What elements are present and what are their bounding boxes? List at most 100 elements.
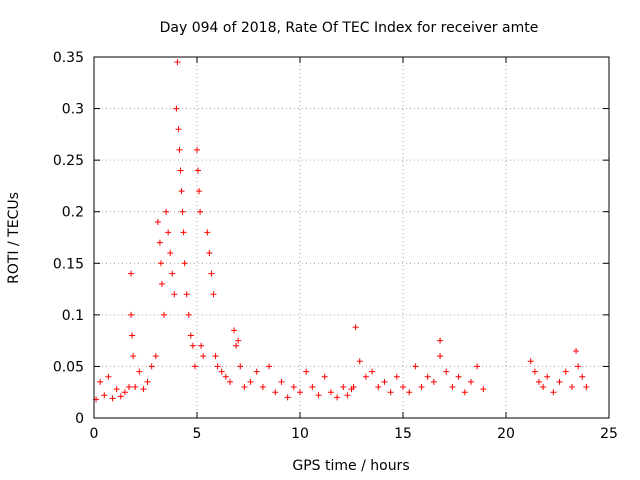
data-point bbox=[198, 342, 205, 349]
data-point bbox=[206, 249, 213, 256]
data-point bbox=[97, 378, 104, 385]
data-point bbox=[218, 368, 225, 375]
data-point bbox=[157, 260, 164, 267]
data-point bbox=[340, 384, 347, 391]
data-point bbox=[253, 368, 260, 375]
data-point bbox=[241, 384, 248, 391]
data-point bbox=[480, 386, 487, 393]
data-point bbox=[148, 363, 155, 370]
data-point bbox=[130, 353, 137, 360]
x-tick-label: 0 bbox=[90, 426, 99, 442]
data-point bbox=[105, 373, 112, 380]
y-axis-label: ROTI / TECUs bbox=[6, 192, 22, 284]
data-point bbox=[140, 386, 147, 393]
data-point bbox=[235, 337, 242, 344]
y-tick-label: 0.05 bbox=[53, 359, 84, 375]
data-point bbox=[204, 229, 211, 236]
y-tick-label: 0.25 bbox=[53, 153, 84, 169]
data-point bbox=[152, 353, 159, 360]
data-point bbox=[187, 332, 194, 339]
data-point bbox=[109, 395, 116, 402]
data-point bbox=[189, 342, 196, 349]
data-point bbox=[128, 311, 135, 318]
grid-lines bbox=[94, 57, 609, 418]
data-point bbox=[437, 353, 444, 360]
plot-frame bbox=[93, 56, 610, 419]
x-tick-label: 15 bbox=[394, 426, 412, 442]
data-point bbox=[156, 239, 163, 246]
data-point bbox=[362, 373, 369, 380]
data-point bbox=[573, 347, 580, 354]
data-point bbox=[247, 378, 254, 385]
data-point bbox=[210, 291, 217, 298]
data-point bbox=[237, 363, 244, 370]
data-point bbox=[575, 363, 582, 370]
data-point bbox=[231, 327, 238, 334]
data-point bbox=[226, 378, 233, 385]
data-point bbox=[544, 373, 551, 380]
data-point bbox=[290, 384, 297, 391]
data-point bbox=[430, 378, 437, 385]
data-point bbox=[531, 368, 538, 375]
data-point bbox=[418, 384, 425, 391]
data-points bbox=[93, 59, 590, 403]
data-point bbox=[181, 260, 188, 267]
data-point bbox=[315, 392, 322, 399]
data-point bbox=[222, 373, 229, 380]
data-point bbox=[113, 386, 120, 393]
data-point bbox=[194, 146, 200, 153]
data-point bbox=[369, 368, 376, 375]
data-point bbox=[208, 270, 215, 277]
data-point bbox=[121, 389, 128, 396]
axis-ticks bbox=[93, 56, 610, 419]
data-point bbox=[212, 353, 219, 360]
data-point bbox=[200, 353, 207, 360]
data-point bbox=[175, 126, 182, 133]
data-point bbox=[185, 311, 192, 318]
data-point bbox=[309, 384, 316, 391]
y-tick-label: 0.1 bbox=[62, 308, 84, 324]
data-point bbox=[327, 389, 334, 396]
chart-title: Day 094 of 2018, Rate Of TEC Index for r… bbox=[160, 20, 539, 36]
data-point bbox=[461, 389, 468, 396]
data-point bbox=[161, 311, 168, 318]
x-tick-labels: 0 5 10 15 20 25 bbox=[90, 426, 618, 442]
data-point bbox=[128, 270, 135, 277]
data-point bbox=[449, 384, 456, 391]
data-point bbox=[437, 337, 444, 344]
data-point bbox=[412, 363, 419, 370]
y-tick-labels: 0 0.05 0.1 0.15 0.2 0.25 0.3 0.35 bbox=[53, 50, 84, 427]
data-point bbox=[174, 59, 181, 66]
data-point bbox=[126, 384, 133, 391]
data-point bbox=[334, 394, 341, 401]
data-point bbox=[178, 188, 185, 195]
data-point bbox=[259, 384, 266, 391]
data-point bbox=[527, 358, 534, 365]
data-point bbox=[233, 342, 240, 349]
data-point bbox=[284, 394, 291, 401]
data-point bbox=[180, 229, 187, 236]
data-point bbox=[266, 363, 273, 370]
data-point bbox=[568, 384, 575, 391]
data-point bbox=[381, 378, 388, 385]
data-point bbox=[443, 368, 450, 375]
data-point bbox=[550, 389, 557, 396]
data-point bbox=[406, 389, 413, 396]
y-tick-label: 0.2 bbox=[62, 205, 84, 221]
data-point bbox=[467, 378, 474, 385]
x-tick-label: 20 bbox=[497, 426, 515, 442]
data-point bbox=[117, 393, 124, 400]
data-point bbox=[132, 384, 139, 391]
data-point bbox=[297, 389, 303, 396]
data-point bbox=[196, 188, 203, 195]
data-point bbox=[197, 208, 204, 215]
data-point bbox=[154, 219, 161, 226]
x-tick-label: 25 bbox=[600, 426, 618, 442]
data-point bbox=[556, 378, 563, 385]
data-point bbox=[579, 373, 586, 380]
data-point bbox=[350, 384, 357, 391]
data-point bbox=[303, 368, 310, 375]
data-point bbox=[101, 392, 108, 399]
data-point bbox=[278, 378, 285, 385]
